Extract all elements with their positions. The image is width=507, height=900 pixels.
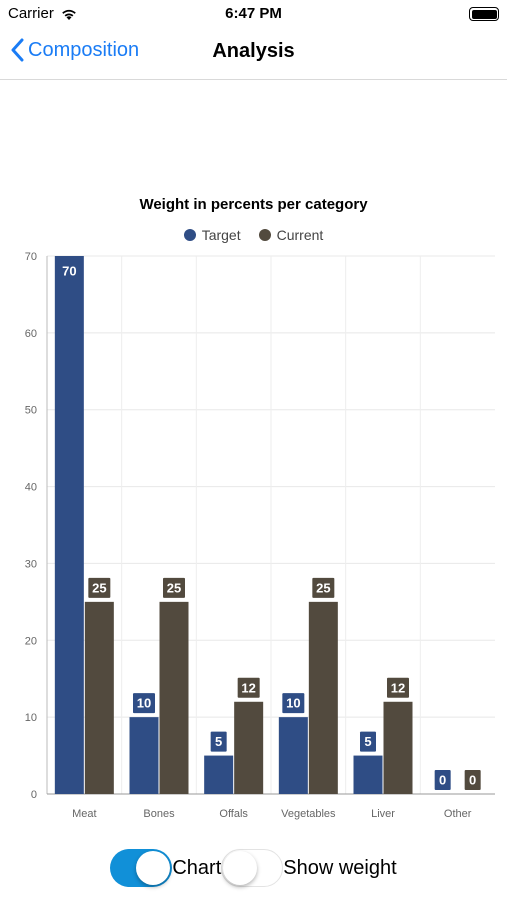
y-tick-label-20: 20	[25, 635, 37, 647]
legend-dot-current	[258, 229, 271, 241]
chart-container: Weight in percents per category Target C…	[0, 190, 507, 830]
data-label-current-meat: 25	[92, 580, 106, 595]
chart-toggle[interactable]	[110, 849, 173, 887]
x-tick-label-offals: Offals	[219, 808, 248, 820]
chart-toggle-knob	[136, 851, 171, 885]
data-label-box-target-meat	[58, 261, 81, 281]
data-label-target-offals: 5	[215, 734, 222, 749]
carrier-label: Carrier	[8, 5, 54, 22]
carrier-indicator: Carrier	[8, 5, 78, 22]
page-title: Analysis	[212, 40, 295, 62]
x-tick-label-meat: Meat	[72, 808, 96, 820]
bar-current-offals	[234, 701, 264, 794]
data-label-box-current-bones	[163, 577, 185, 598]
data-label-box-target-other	[434, 770, 451, 790]
data-label-box-target-vegetables	[282, 693, 305, 714]
data-label-target-other: 0	[439, 773, 446, 788]
data-label-box-current-meat	[88, 577, 111, 598]
data-label-current-other: 0	[469, 773, 476, 788]
wifi-icon	[62, 9, 76, 20]
y-tick-label-60: 60	[25, 328, 37, 340]
bar-current-bones	[159, 601, 189, 794]
data-label-box-current-offals	[237, 677, 260, 698]
bar-current-meat	[84, 601, 114, 794]
x-tick-label-liver: Liver	[371, 808, 395, 820]
data-label-box-current-liver	[387, 677, 409, 698]
bar-current-liver	[383, 701, 413, 794]
bar-target-offals	[204, 755, 234, 794]
legend-label-target: Target	[201, 227, 241, 243]
back-button[interactable]: Composition	[10, 38, 139, 62]
y-tick-label-30: 30	[25, 558, 37, 570]
data-label-target-vegetables: 10	[286, 696, 300, 711]
y-tick-label-50: 50	[25, 405, 37, 417]
data-label-box-target-liver	[360, 731, 376, 752]
bar-target-vegetables	[278, 717, 308, 794]
status-bar: Carrier 6:47 PM	[0, 0, 507, 28]
y-tick-label-0: 0	[31, 789, 37, 801]
toggle-bar: Chart Show weight	[0, 846, 507, 890]
data-label-box-target-bones	[133, 693, 155, 714]
data-label-current-bones: 25	[167, 580, 181, 595]
data-label-target-bones: 10	[137, 696, 151, 711]
x-tick-label-vegetables: Vegetables	[281, 808, 336, 820]
data-label-box-target-offals	[210, 731, 227, 752]
y-tick-label-70: 70	[25, 251, 37, 263]
show-weight-toggle[interactable]	[221, 849, 284, 887]
legend-label-current: Current	[276, 227, 324, 243]
bar-target-meat	[54, 256, 84, 794]
data-label-current-liver: 12	[391, 680, 405, 695]
legend-item-target[interactable]: Target	[183, 227, 241, 243]
data-label-current-offals: 12	[241, 680, 255, 695]
show-weight-toggle-label: Show weight	[283, 856, 397, 879]
bar-target-bones	[129, 717, 159, 794]
chart-title: Weight in percents per category	[139, 196, 368, 213]
chart-legend: Target Current	[0, 227, 507, 243]
x-tick-label-other: Other	[444, 808, 472, 820]
data-label-target-liver: 5	[364, 734, 371, 749]
y-tick-label-40: 40	[25, 482, 37, 494]
y-tick-label-10: 10	[25, 712, 37, 724]
bar-current-vegetables	[308, 601, 338, 794]
bar-chart: 010203040506070Meat7025Bones1025Offals51…	[25, 251, 495, 820]
data-label-box-current-vegetables	[312, 577, 335, 598]
data-label-current-vegetables: 25	[316, 580, 330, 595]
bar-target-liver	[353, 755, 383, 794]
data-label-box-current-other	[464, 770, 481, 790]
legend-item-current[interactable]: Current	[258, 227, 324, 243]
data-label-target-meat: 70	[62, 264, 76, 279]
navigation-bar: Composition Analysis	[0, 28, 507, 80]
legend-dot-target	[183, 229, 196, 241]
chevron-left-icon	[11, 38, 24, 62]
x-tick-label-bones: Bones	[143, 808, 175, 820]
chart-toggle-label: Chart	[172, 856, 222, 879]
back-button-label: Composition	[28, 38, 140, 61]
show-weight-toggle-knob	[223, 851, 258, 885]
status-time: 6:47 PM	[225, 5, 282, 22]
battery-icon	[469, 7, 499, 21]
